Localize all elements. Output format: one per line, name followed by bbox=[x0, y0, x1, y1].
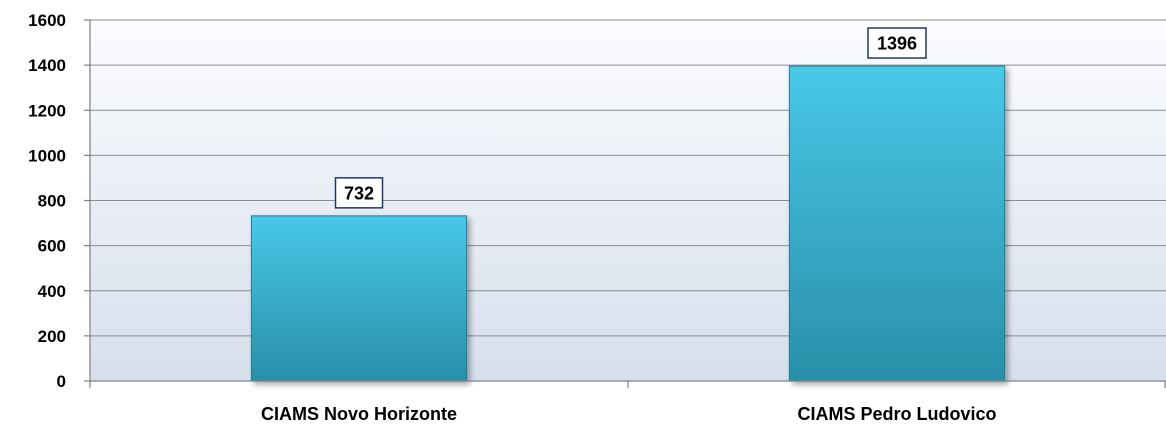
data-label-value: 732 bbox=[344, 183, 374, 203]
x-category-label: CIAMS Pedro Ludovico bbox=[797, 404, 996, 424]
y-tick-label: 200 bbox=[38, 327, 66, 346]
y-tick-label: 400 bbox=[38, 282, 66, 301]
y-tick-label: 600 bbox=[38, 237, 66, 256]
y-tick-label: 1600 bbox=[28, 11, 66, 30]
data-label-value: 1396 bbox=[877, 34, 917, 54]
y-tick-label: 1000 bbox=[28, 146, 66, 165]
x-axis: CIAMS Novo Horizonte CIAMS Pedro Ludovico bbox=[89, 380, 1166, 424]
bar-2 bbox=[788, 65, 1006, 382]
data-label-1: 732 bbox=[334, 177, 384, 209]
y-tick-label: 800 bbox=[38, 192, 66, 211]
y-tick-label: 1200 bbox=[28, 101, 66, 120]
data-label-box bbox=[867, 27, 927, 59]
data-label-2: 1396 bbox=[867, 27, 927, 59]
data-label-box bbox=[334, 177, 384, 209]
x-category-label: CIAMS Novo Horizonte bbox=[261, 404, 457, 424]
y-tick-label: 1400 bbox=[28, 56, 66, 75]
data-labels: 732 1396 bbox=[334, 27, 927, 209]
y-axis: 0 200 400 600 800 1000 1200 1400 1600 bbox=[28, 11, 91, 391]
bars bbox=[250, 65, 1006, 382]
y-tick-label: 0 bbox=[57, 372, 66, 391]
bar-1 bbox=[250, 215, 468, 382]
